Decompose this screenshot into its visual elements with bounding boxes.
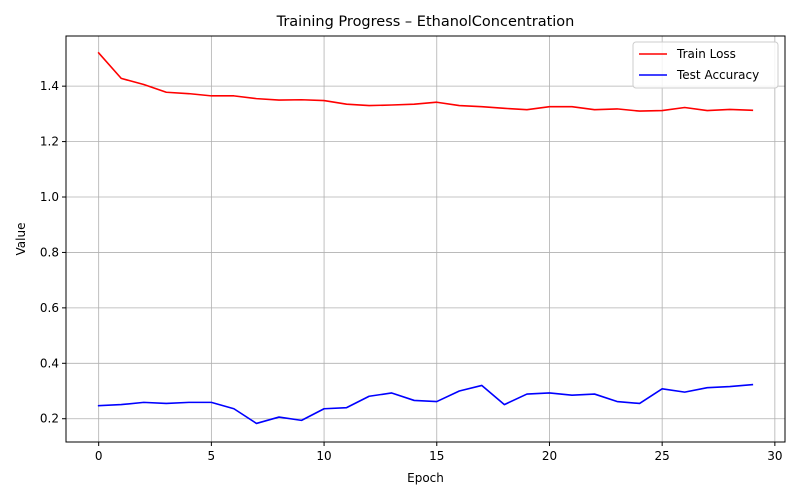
x-tick-label: 30 [767, 449, 782, 463]
x-tick-label: 0 [95, 449, 103, 463]
legend: Train Loss Test Accuracy [632, 41, 779, 89]
legend-label-test-accuracy: Test Accuracy [676, 68, 759, 82]
x-tick-label: 15 [429, 449, 444, 463]
axis-ticks: 0 5 10 15 20 25 30 0.2 0.4 0.6 0.8 1.0 1.2 1.4 [40, 79, 783, 463]
plot-area-frame [65, 35, 786, 443]
series-line-test-accuracy [97, 383, 754, 425]
x-tick-label: 20 [542, 449, 557, 463]
x-tick-label: 10 [316, 449, 331, 463]
y-tick-label: 1.4 [40, 79, 59, 93]
y-tick-label: 0.6 [40, 301, 59, 315]
x-tick-label: 5 [208, 449, 216, 463]
legend-label-train-loss: Train Loss [676, 47, 736, 61]
legend-box [632, 41, 779, 89]
series-layer [97, 51, 754, 425]
grid [66, 36, 785, 442]
y-tick-label: 0.8 [40, 245, 59, 259]
y-tick-label: 1.2 [40, 135, 59, 149]
x-tick-label: 25 [655, 449, 670, 463]
y-tick-label: 0.4 [40, 356, 59, 370]
x-axis-label: Epoch [407, 471, 444, 485]
chart-title: Training Progress – EthanolConcentration [276, 14, 575, 30]
y-axis-label: Value [14, 223, 28, 256]
y-tick-label: 1.0 [40, 190, 59, 204]
y-tick-label: 0.2 [40, 412, 59, 426]
series-line-train-loss [97, 51, 754, 112]
